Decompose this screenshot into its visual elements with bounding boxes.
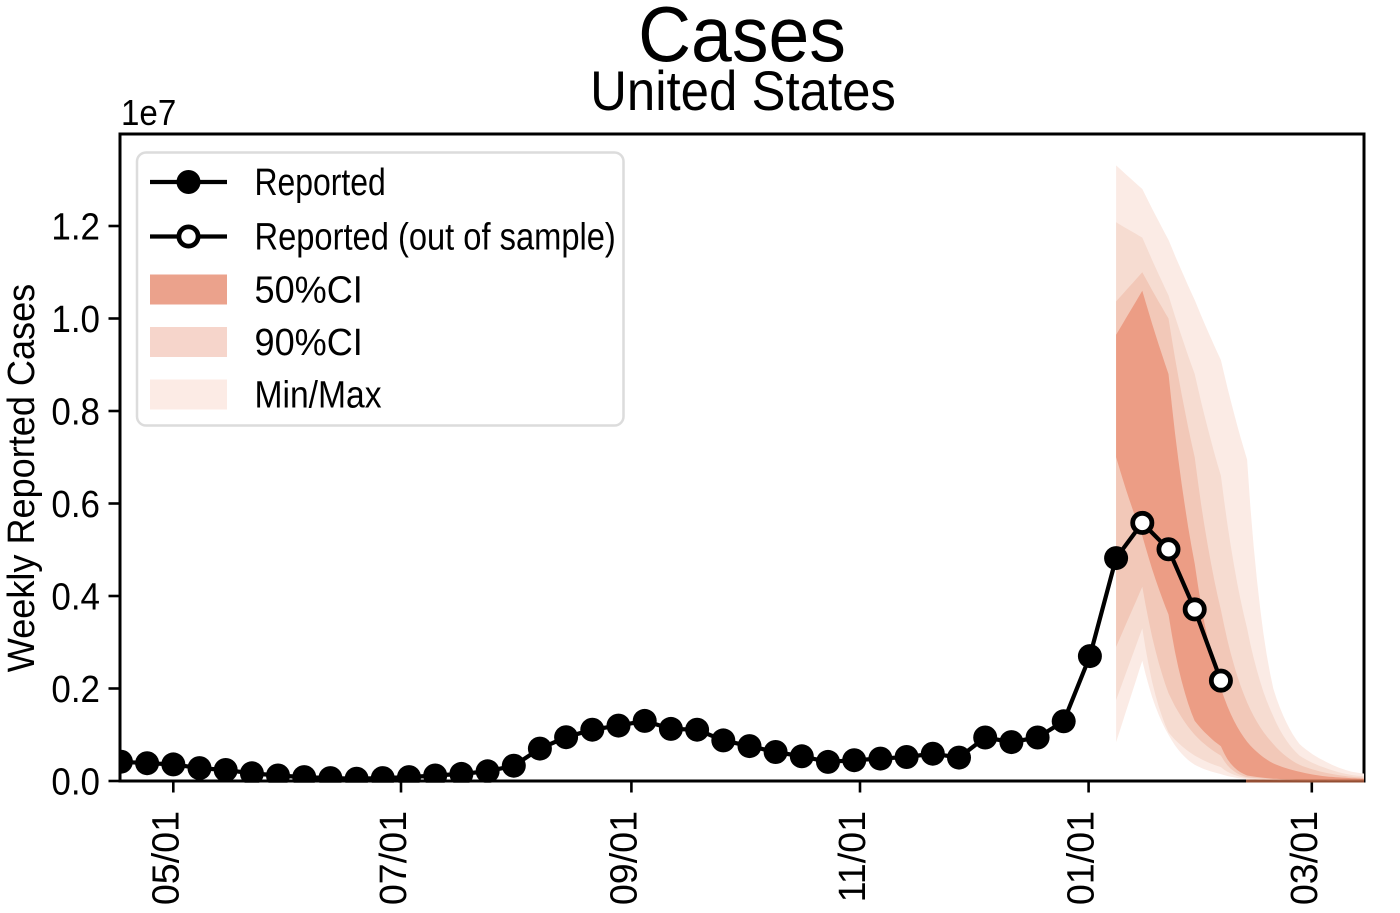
- svg-text:0.8: 0.8: [51, 390, 100, 433]
- svg-text:Min/Max: Min/Max: [255, 374, 382, 416]
- svg-text:1e7: 1e7: [121, 94, 176, 134]
- svg-text:United States: United States: [590, 61, 896, 123]
- svg-text:90%CI: 90%CI: [255, 320, 363, 363]
- svg-text:0.6: 0.6: [51, 483, 100, 526]
- svg-text:03/01: 03/01: [1284, 811, 1326, 905]
- svg-text:Reported: Reported: [255, 161, 386, 203]
- svg-text:1.0: 1.0: [51, 298, 100, 341]
- svg-text:0.0: 0.0: [51, 760, 100, 803]
- svg-text:0.4: 0.4: [51, 575, 100, 618]
- svg-text:Reported (out of sample): Reported (out of sample): [255, 215, 616, 258]
- svg-text:1.2: 1.2: [51, 205, 100, 248]
- svg-text:07/01: 07/01: [373, 811, 415, 905]
- svg-text:05/01: 05/01: [145, 811, 187, 905]
- svg-text:50%CI: 50%CI: [255, 268, 363, 311]
- svg-text:Weekly Reported Cases: Weekly Reported Cases: [0, 284, 42, 672]
- svg-text:Cases: Cases: [638, 0, 846, 79]
- svg-text:01/01: 01/01: [1060, 811, 1102, 905]
- svg-text:09/01: 09/01: [603, 811, 645, 905]
- svg-text:0.2: 0.2: [51, 668, 100, 711]
- svg-text:11/01: 11/01: [832, 811, 874, 902]
